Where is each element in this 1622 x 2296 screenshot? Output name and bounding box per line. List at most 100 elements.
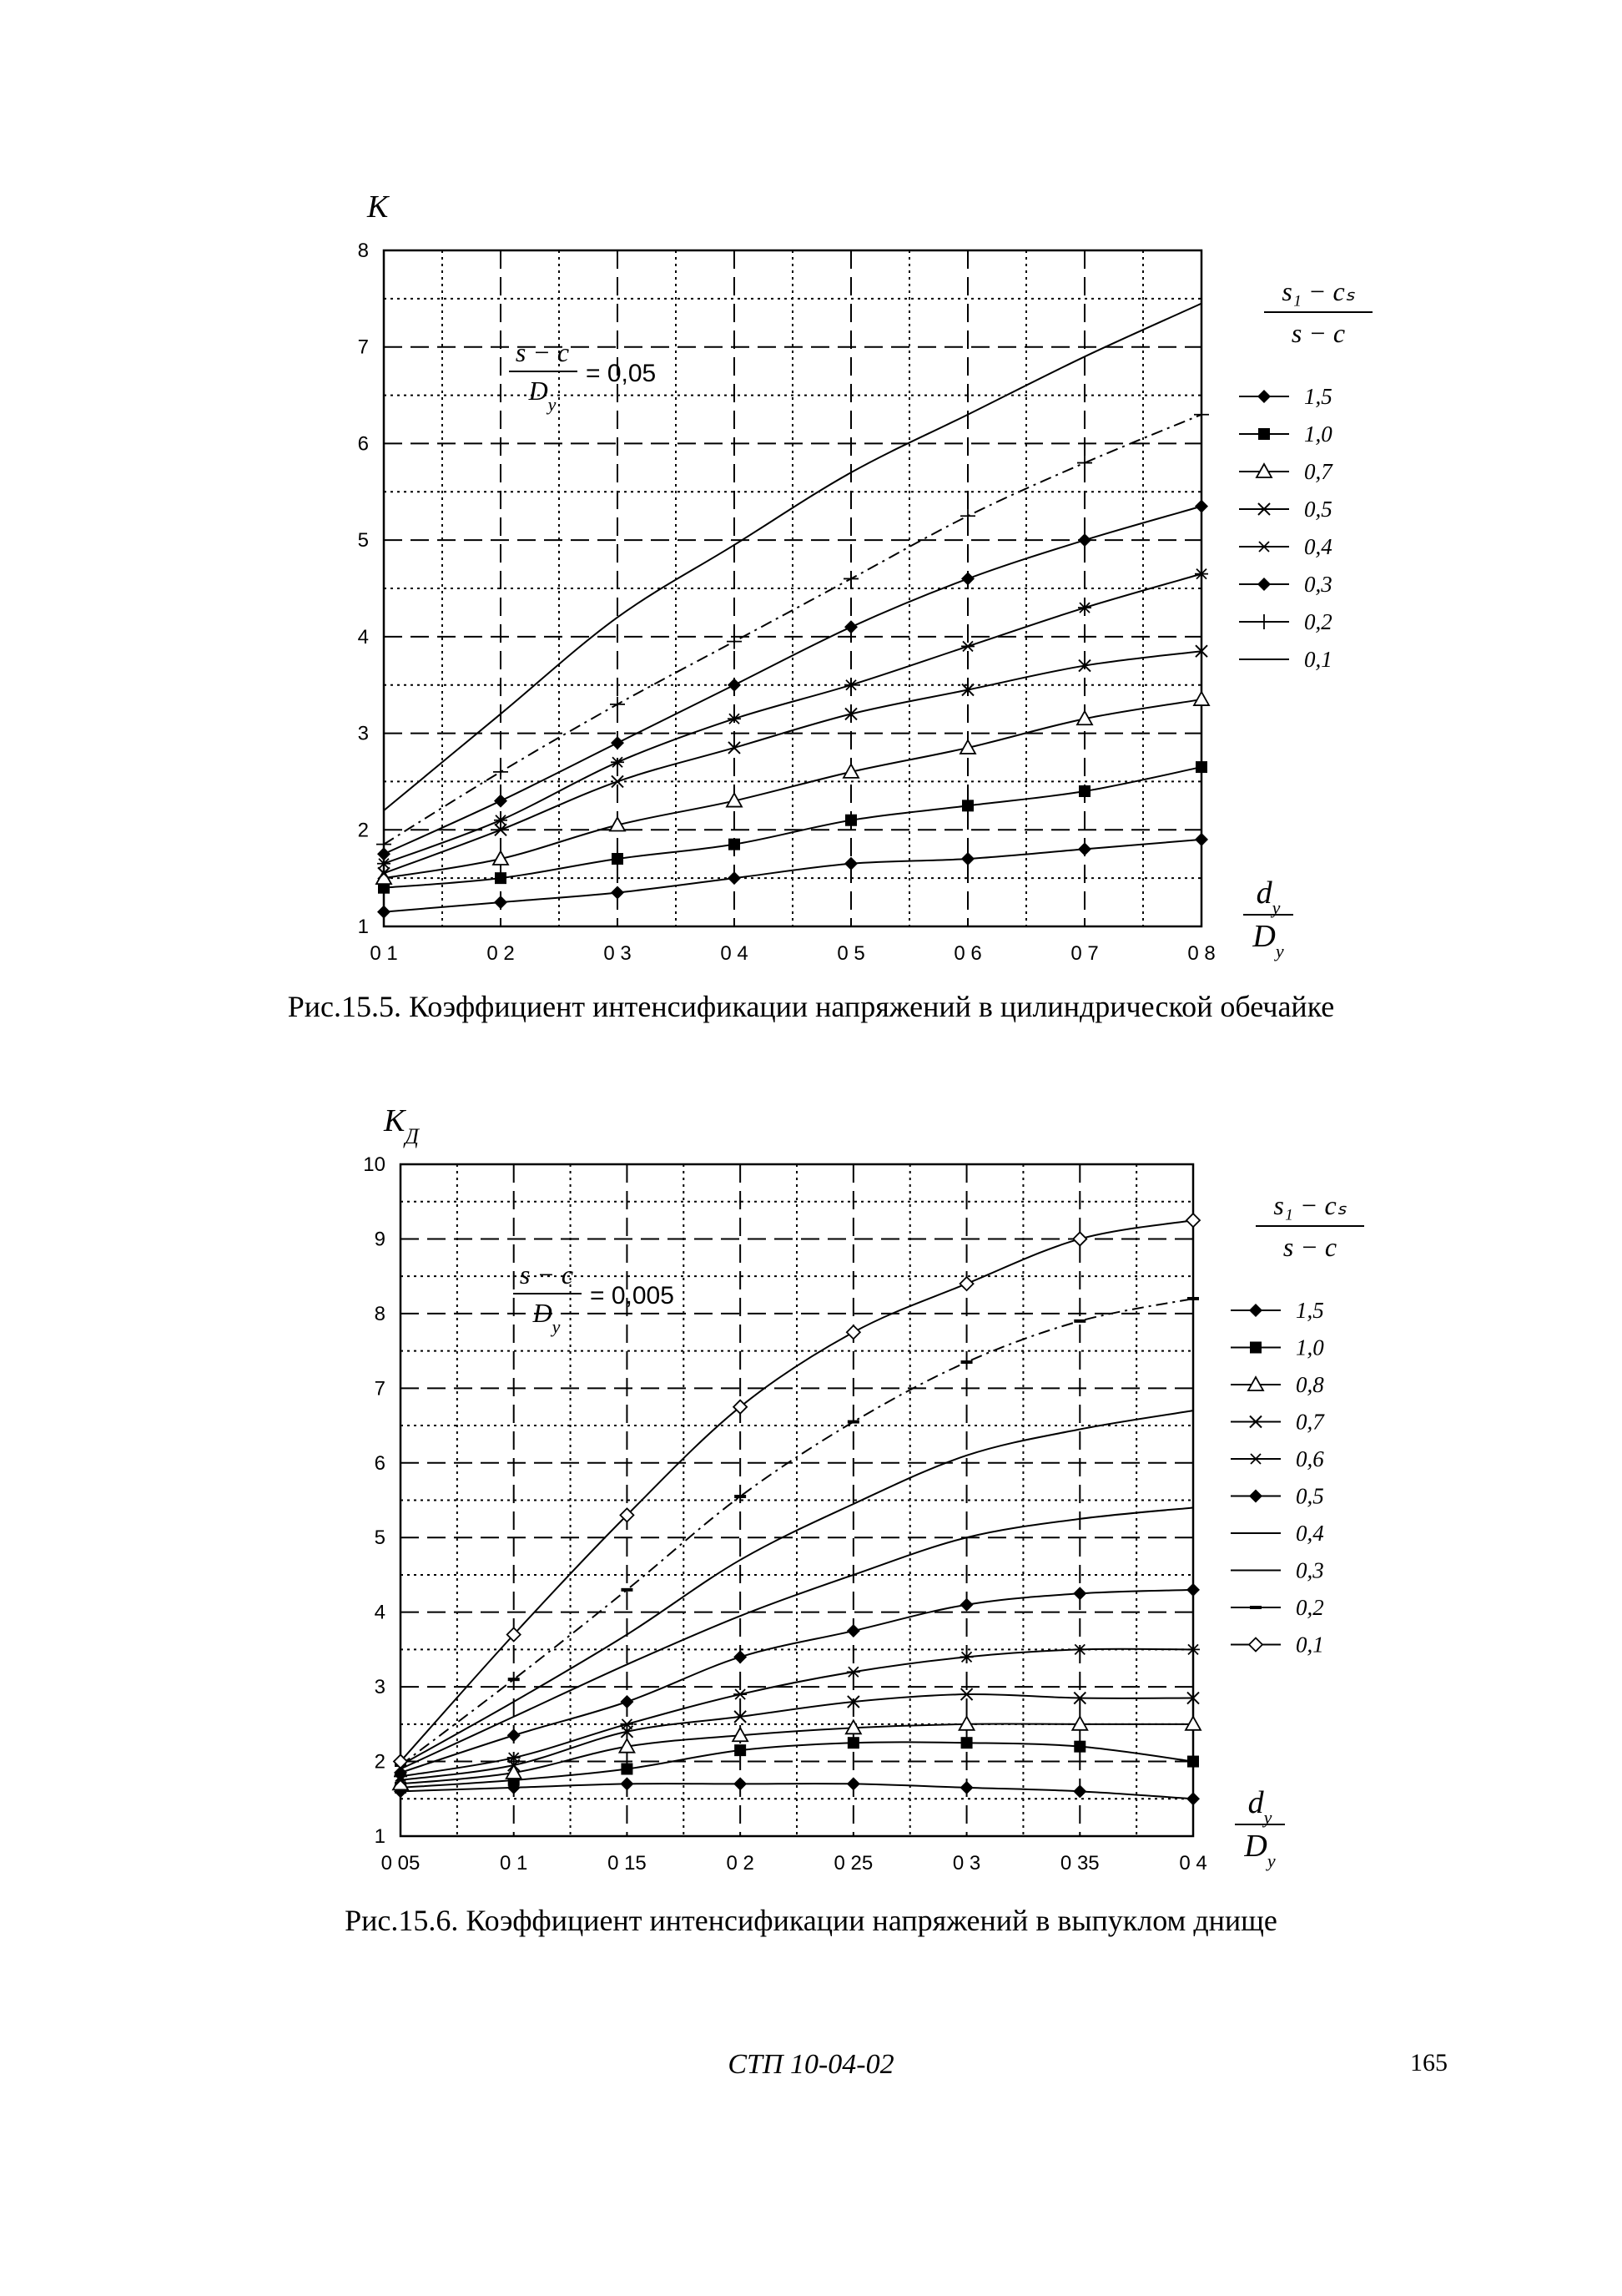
data-point <box>506 1752 521 1764</box>
series-9 <box>395 1297 1199 1768</box>
legend-item: 0,4 <box>1239 534 1332 559</box>
data-point <box>1073 1587 1087 1601</box>
x-tick-label: 0 4 <box>720 942 748 965</box>
legend-label: 0,5 <box>1304 497 1332 522</box>
data-point <box>844 856 858 870</box>
data-point <box>1192 690 1211 706</box>
data-point <box>619 1507 635 1523</box>
legend-item: 0,1 <box>1231 1632 1324 1658</box>
series-line <box>400 1506 1194 1770</box>
legend-marker <box>1257 502 1271 516</box>
data-point <box>1195 644 1208 658</box>
legend-item: 1,0 <box>1231 1335 1324 1360</box>
series-7 <box>376 406 1209 852</box>
legend-label: 1,5 <box>1296 1298 1324 1323</box>
grid <box>384 250 1201 926</box>
series-line <box>383 650 1202 875</box>
legend-marker <box>1250 1341 1262 1354</box>
legend-marker <box>1247 1637 1264 1653</box>
legend-title-numerator: s₁ − cₛ <box>1282 276 1355 306</box>
data-point <box>1185 1212 1201 1229</box>
data-point <box>725 791 743 808</box>
data-point <box>493 764 508 780</box>
data-point <box>608 815 627 832</box>
formula-numerator: s − c <box>516 337 569 367</box>
legend-item: 0,2 <box>1231 1595 1324 1620</box>
legend-item: 0,5 <box>1239 497 1332 522</box>
data-point <box>1186 1643 1200 1656</box>
x-tick-label: 0 4 <box>1179 1852 1206 1875</box>
legend-marker <box>1249 1415 1262 1429</box>
data-point <box>611 756 624 768</box>
data-point <box>1073 1643 1087 1656</box>
x-tick-label: 0 8 <box>1187 942 1215 965</box>
legend-label: 0,2 <box>1296 1595 1324 1620</box>
series-10 <box>392 1212 1201 1769</box>
legend-label: 0,4 <box>1296 1521 1324 1546</box>
legend-label: 1,5 <box>1304 384 1332 409</box>
data-point <box>844 1718 863 1735</box>
data-point <box>610 696 625 712</box>
data-point <box>961 683 975 697</box>
data-point <box>1195 499 1208 513</box>
series-4 <box>377 644 1208 881</box>
y-tick-label: 8 <box>358 240 369 262</box>
y-tick-label: 4 <box>358 626 369 648</box>
data-point <box>846 1777 860 1791</box>
legend-item: 0,3 <box>1239 572 1332 597</box>
series-line <box>383 573 1202 865</box>
data-point <box>732 1399 748 1415</box>
data-point <box>1078 842 1091 856</box>
legend-title-denominator: s − c <box>1283 1232 1337 1262</box>
data-point <box>960 1737 973 1749</box>
y-tick-label: 7 <box>375 1377 385 1400</box>
series-5 <box>377 568 1208 870</box>
data-point <box>494 815 507 826</box>
data-point <box>621 1763 633 1775</box>
formula-numerator: s − c <box>520 1259 573 1289</box>
series-line <box>400 1741 1194 1789</box>
legend-title-numerator: s₁ − cₛ <box>1273 1190 1347 1220</box>
y-tick-label: 3 <box>375 1676 385 1698</box>
y-tick-label: 10 <box>363 1153 385 1176</box>
data-point <box>1075 709 1094 726</box>
data-point <box>1195 832 1208 846</box>
data-point <box>961 852 975 865</box>
data-point <box>1078 602 1091 613</box>
data-point <box>845 1324 862 1340</box>
legend-label: 0,4 <box>1304 534 1332 559</box>
legend-label: 1,0 <box>1304 421 1332 447</box>
plot-frame <box>399 1163 1195 1838</box>
y-axis-label: KД <box>383 1103 420 1148</box>
x-tick-label: 0 7 <box>1070 942 1098 965</box>
legend-label: 0,7 <box>1296 1410 1325 1435</box>
chart-fig-15-6: 0 05 0 1 0 15 0 2 0 25 0 3 0 35 0 4 1 2 3 4 5 6 7 8 9 10 K… <box>363 1103 1364 1875</box>
series-line <box>383 838 1202 913</box>
data-point <box>1078 533 1091 548</box>
data-point <box>728 741 741 754</box>
data-point <box>494 896 507 910</box>
legend-marker <box>1257 578 1271 591</box>
y-tick-label: 6 <box>375 1452 385 1475</box>
legend-item: 0,1 <box>1239 647 1332 672</box>
series-6 <box>394 1582 1200 1779</box>
x-tick-label: 0 15 <box>607 1852 647 1875</box>
data-point <box>377 858 390 870</box>
data-point <box>728 713 741 724</box>
x-tick-label: 0 3 <box>953 1852 980 1875</box>
series-line <box>400 1783 1194 1800</box>
series-2 <box>378 761 1207 894</box>
data-point <box>495 872 506 885</box>
data-point <box>960 1780 974 1794</box>
formula-denominator: Dу <box>532 1298 561 1337</box>
data-point <box>847 1695 860 1708</box>
series-line <box>383 302 1202 811</box>
data-point <box>961 640 975 653</box>
series-line <box>400 1588 1194 1774</box>
data-point <box>1186 1792 1200 1806</box>
data-point <box>620 1718 634 1730</box>
data-point <box>845 814 857 826</box>
data-point <box>1074 1740 1086 1753</box>
data-point <box>505 1764 523 1779</box>
